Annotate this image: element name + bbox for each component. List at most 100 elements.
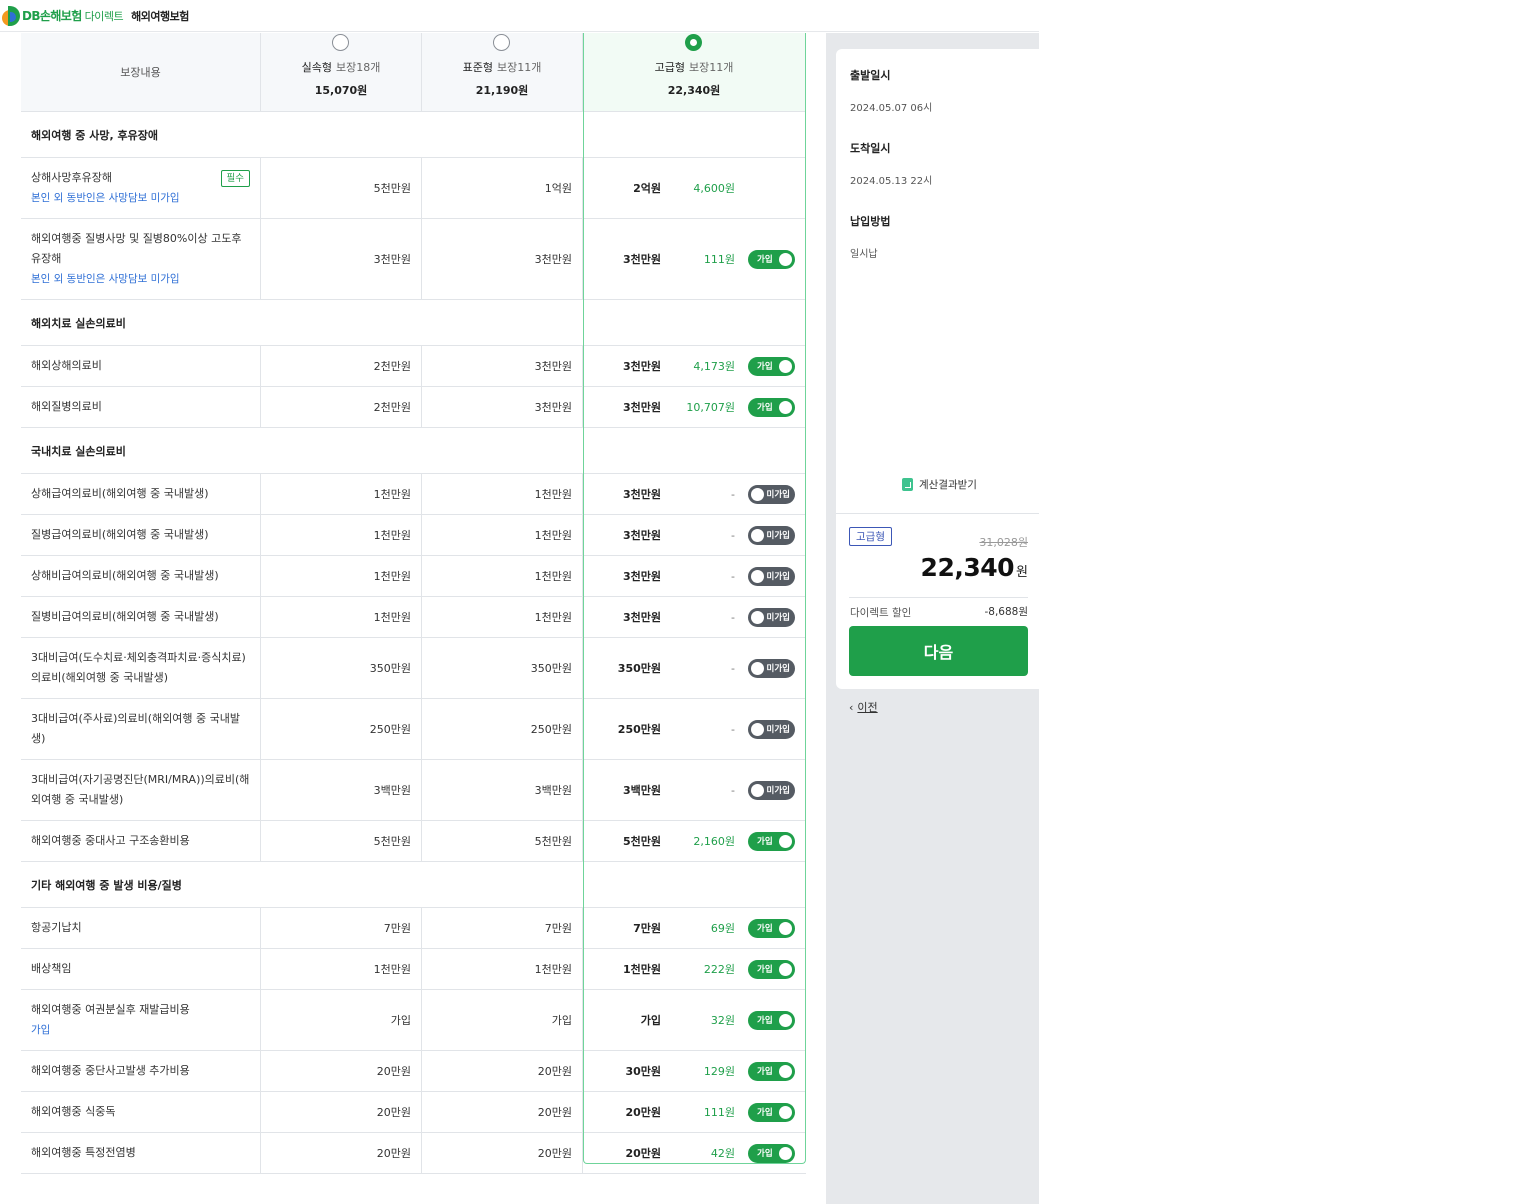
coverage-premium: 4,173원 [693,360,735,373]
coverage-name: 항공기납치 [31,921,82,934]
coverage-value-standard: 3천만원 [422,346,583,386]
coverage-value-premium: 20만원 [625,1106,661,1119]
coverage-row: 해외상해의료비 2천만원 3천만원 3천만원 4,173원 가입 [21,346,806,387]
enroll-toggle-on[interactable]: 가입 [748,397,795,417]
coverage-premium: 111원 [703,1106,735,1119]
coverage-header-label: 보장내용 [21,33,261,111]
coverage-note-link[interactable]: 가입 [31,1024,51,1036]
coverage-value-premium-cell: 30만원 129원 가입 [583,1051,805,1091]
coverage-value-standard: 3천만원 [422,387,583,427]
plan-radio-premium[interactable] [685,34,702,51]
brand-logo[interactable]: DB손해보험 다이렉트 [2,5,124,26]
coverage-row: 상해사망후유장해 본인 외 동반인은 사망담보 미가입 필수 5천만원 1억원 2억원 4,… [21,158,806,219]
coverage-value-standard: 250만원 [422,699,583,759]
enroll-toggle-on[interactable]: 가입 [748,918,795,938]
coverage-value-premium: 20만원 [625,1147,661,1160]
coverage-value-premium-cell: 350만원 - 미가입 [583,638,805,698]
coverage-premium: - [731,569,735,583]
coverage-value-premium-cell: 3천만원 111원 가입 [583,219,805,299]
coverage-value-basic: 20만원 [261,1133,422,1173]
coverage-value-basic: 7만원 [261,908,422,948]
coverage-value-premium: 2억원 [633,182,661,195]
enroll-toggle-off[interactable]: 미가입 [748,719,795,739]
enroll-toggle-on[interactable]: 가입 [748,1102,795,1122]
coverage-name: 해외여행중 여권분실후 재발급비용 [31,1003,190,1016]
coverage-premium: 4,600원 [693,182,735,195]
coverage-name: 해외여행중 식중독 [31,1105,116,1118]
coverage-value-premium-cell: 5천만원 2,160원 가입 [583,821,805,861]
plan-option-standard[interactable]: 표준형 보장11개 21,190원 [422,33,583,111]
coverage-name: 상해사망후유장해 [31,171,112,184]
coverage-value-basic: 가입 [261,990,422,1050]
get-result-label: 계산결과받기 [919,479,977,491]
plan-option-premium[interactable]: 고급형 보장11개 22,340원 [583,33,805,111]
plan-name: 표준형 [462,61,493,74]
coverage-row: 해외여행중 특정전염병 20만원 20만원 20만원 42원 가입 [21,1133,806,1174]
coverage-value-premium-cell: 1천만원 222원 가입 [583,949,805,989]
payment-label: 납입방법 [850,215,891,228]
coverage-premium: - [731,487,735,501]
coverage-value-basic: 2천만원 [261,346,422,386]
enroll-toggle-off[interactable]: 미가입 [748,658,795,678]
coverage-row: 해외여행중 질병사망 및 질병80%이상 고도후유장해 본인 외 동반인은 사망담… [21,219,806,300]
coverage-value-basic: 20만원 [261,1051,422,1091]
enroll-toggle-off[interactable]: 미가입 [748,566,795,586]
enroll-toggle-on[interactable]: 가입 [748,1143,795,1163]
arrival-label: 도착일시 [850,142,891,155]
db-logo-icon [2,5,20,26]
prev-button[interactable]: ‹ 이전 [849,699,878,715]
coverage-label-cell: 해외여행중 중대사고 구조송환비용 [21,821,261,861]
coverage-row: 배상책임 1천만원 1천만원 1천만원 222원 가입 [21,949,806,990]
divider [836,513,1039,514]
coverage-note-link[interactable]: 본인 외 동반인은 사망담보 미가입 [31,273,180,285]
coverage-value-standard: 1억원 [422,158,583,218]
enroll-toggle-on[interactable]: 가입 [748,356,795,376]
prev-label: 이전 [857,701,878,714]
coverage-label-cell: 상해급여의료비(해외여행 중 국내발생) [21,474,261,514]
enroll-toggle-on[interactable]: 가입 [748,831,795,851]
chevron-left-icon: ‹ [849,700,854,714]
coverage-value-basic: 1천만원 [261,515,422,555]
coverage-note-link[interactable]: 본인 외 동반인은 사망담보 미가입 [31,192,180,204]
coverage-value-standard: 7만원 [422,908,583,948]
plan-count: 보장18개 [336,61,381,74]
coverage-value-premium: 3천만원 [622,570,661,583]
enroll-toggle-off[interactable]: 미가입 [748,525,795,545]
coverage-value-premium-cell: 3천만원 10,707원 가입 [583,387,805,427]
coverage-row: 해외여행중 식중독 20만원 20만원 20만원 111원 가입 [21,1092,806,1133]
plan-price: 21,190원 [475,84,529,97]
plan-radio-standard[interactable] [493,34,510,51]
coverage-premium: 42원 [710,1147,735,1160]
summary-card: 출발일시 2024.05.07 06시 도착일시 2024.05.13 22시 … [836,49,1039,689]
logo-sub-text: 다이렉트 [84,9,124,23]
plan-count: 보장11개 [497,61,542,74]
enroll-toggle-off[interactable]: 미가입 [748,780,795,800]
coverage-value-premium: 3천만원 [622,253,661,266]
plan-option-basic[interactable]: 실속형 보장18개 15,070원 [261,33,422,111]
arrival-value: 2024.05.13 22시 [850,176,933,187]
coverage-premium: - [731,661,735,675]
coverage-label-cell: 해외여행중 식중독 [21,1092,261,1132]
coverage-value-premium: 3천만원 [622,529,661,542]
plan-price: 22,340원 [667,84,721,97]
coverage-name: 해외상해의료비 [31,359,102,372]
coverage-label-cell: 3대비급여(주사료)의료비(해외여행 중 국내발생) [21,699,261,759]
coverage-value-standard: 3천만원 [422,219,583,299]
top-header: DB손해보험 다이렉트 해외여행보험 [0,0,1039,32]
enroll-toggle-off[interactable]: 미가입 [748,484,795,504]
coverage-name: 질병비급여의료비(해외여행 중 국내발생) [31,610,219,623]
discount-label: 다이렉트 할인 [850,607,912,619]
coverage-premium: 129원 [703,1065,735,1078]
original-price: 31,028원 [979,536,1028,549]
enroll-toggle-off[interactable]: 미가입 [748,607,795,627]
get-result-button[interactable]: 계산결과받기 [902,477,977,492]
enroll-toggle-on[interactable]: 가입 [748,249,795,269]
plan-radio-basic[interactable] [332,34,349,51]
enroll-toggle-on[interactable]: 가입 [748,1010,795,1030]
enroll-toggle-on[interactable]: 가입 [748,959,795,979]
coverage-value-premium-cell: 2억원 4,600원 [583,158,805,218]
coverage-premium: - [731,722,735,736]
enroll-toggle-on[interactable]: 가입 [748,1061,795,1081]
coverage-row: 3대비급여(도수치료·체외충격파치료·증식치료)의료비(해외여행 중 국내발생)… [21,638,806,699]
next-button[interactable]: 다음 [849,626,1028,676]
